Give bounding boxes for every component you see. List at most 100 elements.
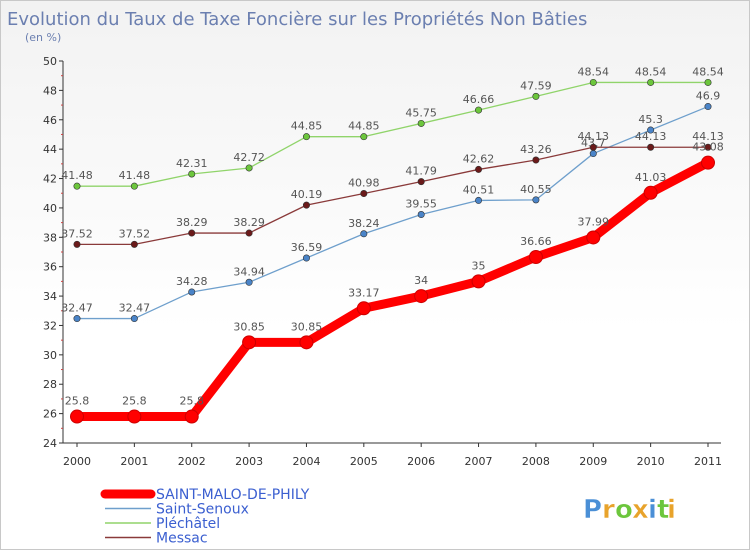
- data-label: 45.3: [638, 113, 663, 126]
- series-line: [76, 146, 709, 246]
- data-label: 40.19: [291, 188, 323, 201]
- data-point: [356, 301, 371, 316]
- logo-letter: t: [657, 495, 669, 525]
- legend: SAINT-MALO-DE-PHILYSaint-SenouxPléchâtel…: [100, 487, 310, 547]
- data-point: [302, 133, 310, 141]
- data-label: 44.13: [635, 130, 667, 143]
- data-label: 34: [414, 274, 428, 287]
- series-saint-malo-de-phily: 25.8 25.8 25.8 30.85 30.85 33.17 34 35 36.66 37.9…: [65, 141, 724, 424]
- logo-letter: i: [667, 495, 676, 525]
- data-label: 48.54: [692, 65, 724, 78]
- data-point: [130, 240, 138, 248]
- data-point: [643, 185, 658, 200]
- data-label: 33.17: [348, 286, 380, 299]
- data-label: 47.59: [520, 79, 552, 92]
- data-point: [73, 182, 81, 190]
- data-point: [532, 156, 540, 164]
- series-messac: 37.52 37.52 38.29 38.29 40.19 40.98 41.79 42.62…: [61, 130, 724, 248]
- data-label: 32.47: [61, 302, 93, 315]
- logo-letter: P: [583, 495, 602, 525]
- data-point: [589, 143, 597, 151]
- y-tick-label: 50: [43, 55, 57, 68]
- y-tick-label: 46: [43, 114, 57, 127]
- data-point: [188, 229, 196, 237]
- data-label: 36.59: [291, 241, 323, 254]
- data-label: 38.29: [176, 216, 208, 229]
- y-tick-label: 30: [43, 349, 57, 362]
- data-point: [130, 182, 138, 190]
- data-label: 25.8: [179, 395, 204, 408]
- data-point: [184, 409, 199, 424]
- x-tick-label: 2004: [292, 455, 320, 468]
- x-tick-label: 2010: [637, 455, 665, 468]
- y-tick-label: 40: [43, 202, 57, 215]
- data-label: 34.28: [176, 275, 208, 288]
- x-tick-label: 2007: [465, 455, 493, 468]
- data-label: 44.85: [291, 120, 323, 133]
- data-label: 34.94: [233, 265, 265, 278]
- data-point: [245, 229, 253, 237]
- legend-label: Messac: [156, 531, 208, 547]
- data-label: 40.98: [348, 177, 380, 190]
- x-tick-label: 2003: [235, 455, 263, 468]
- data-label: 48.54: [578, 65, 610, 78]
- x-tick-label: 2006: [407, 455, 435, 468]
- data-label: 44.85: [348, 120, 380, 133]
- x-tick-label: 2002: [178, 455, 206, 468]
- data-point: [701, 155, 715, 170]
- y-tick-label: 28: [43, 378, 57, 391]
- data-label: 46.66: [463, 93, 495, 106]
- data-label: 41.79: [405, 165, 437, 178]
- data-label: 44.13: [692, 130, 724, 143]
- series-layer: 32.47 32.47 34.28 34.94 36.59 38.24 39.55 40.51…: [61, 65, 724, 424]
- data-point: [704, 143, 712, 151]
- data-label: 43.7: [581, 137, 606, 150]
- logo-letter: x: [632, 495, 649, 525]
- data-point: [360, 230, 368, 238]
- data-point: [242, 335, 257, 350]
- legend-label: SAINT-MALO-DE-PHILY: [156, 487, 310, 503]
- series-line: [72, 158, 713, 422]
- data-point: [73, 315, 81, 323]
- data-point: [245, 164, 253, 172]
- y-tick-label: 48: [43, 84, 57, 97]
- data-point: [417, 119, 425, 127]
- data-label: 38.29: [233, 216, 265, 229]
- y-tick-label: 38: [43, 231, 57, 244]
- y-tick-label: 32: [43, 319, 57, 332]
- data-label: 43.26: [520, 143, 552, 156]
- chart-subtitle: (en %): [25, 31, 61, 44]
- data-point: [532, 92, 540, 100]
- legend-label: Saint-Senoux: [156, 502, 249, 518]
- logo-letter: i: [648, 495, 657, 525]
- data-label: 41.03: [635, 171, 667, 184]
- data-point: [586, 230, 601, 245]
- data-point: [704, 78, 712, 86]
- y-tick-label: 34: [43, 290, 57, 303]
- data-point: [647, 126, 655, 134]
- x-tick-label: 2000: [63, 455, 91, 468]
- data-label: 30.85: [233, 320, 265, 333]
- series-saint-senoux: 32.47 32.47 34.28 34.94 36.59 38.24 39.55 40.51…: [61, 90, 720, 323]
- data-point: [302, 201, 310, 209]
- data-point: [130, 315, 138, 323]
- y-tick-label: 24: [43, 437, 57, 450]
- y-tick-label: 26: [43, 408, 57, 421]
- data-point: [647, 78, 655, 86]
- data-point: [417, 211, 425, 219]
- data-label: 25.8: [65, 395, 90, 408]
- data-label: 43.08: [692, 141, 724, 154]
- data-point: [127, 409, 142, 424]
- data-point: [417, 178, 425, 186]
- logo-letter: o: [615, 495, 633, 525]
- data-label: 41.48: [61, 169, 93, 182]
- data-point: [299, 335, 314, 350]
- data-label: 42.72: [233, 151, 265, 164]
- data-label: 37.52: [119, 227, 151, 240]
- data-point: [532, 196, 540, 204]
- data-label: 48.54: [635, 65, 667, 78]
- data-point: [73, 240, 81, 248]
- data-label: 42.62: [463, 152, 495, 165]
- data-label: 36.66: [520, 235, 552, 248]
